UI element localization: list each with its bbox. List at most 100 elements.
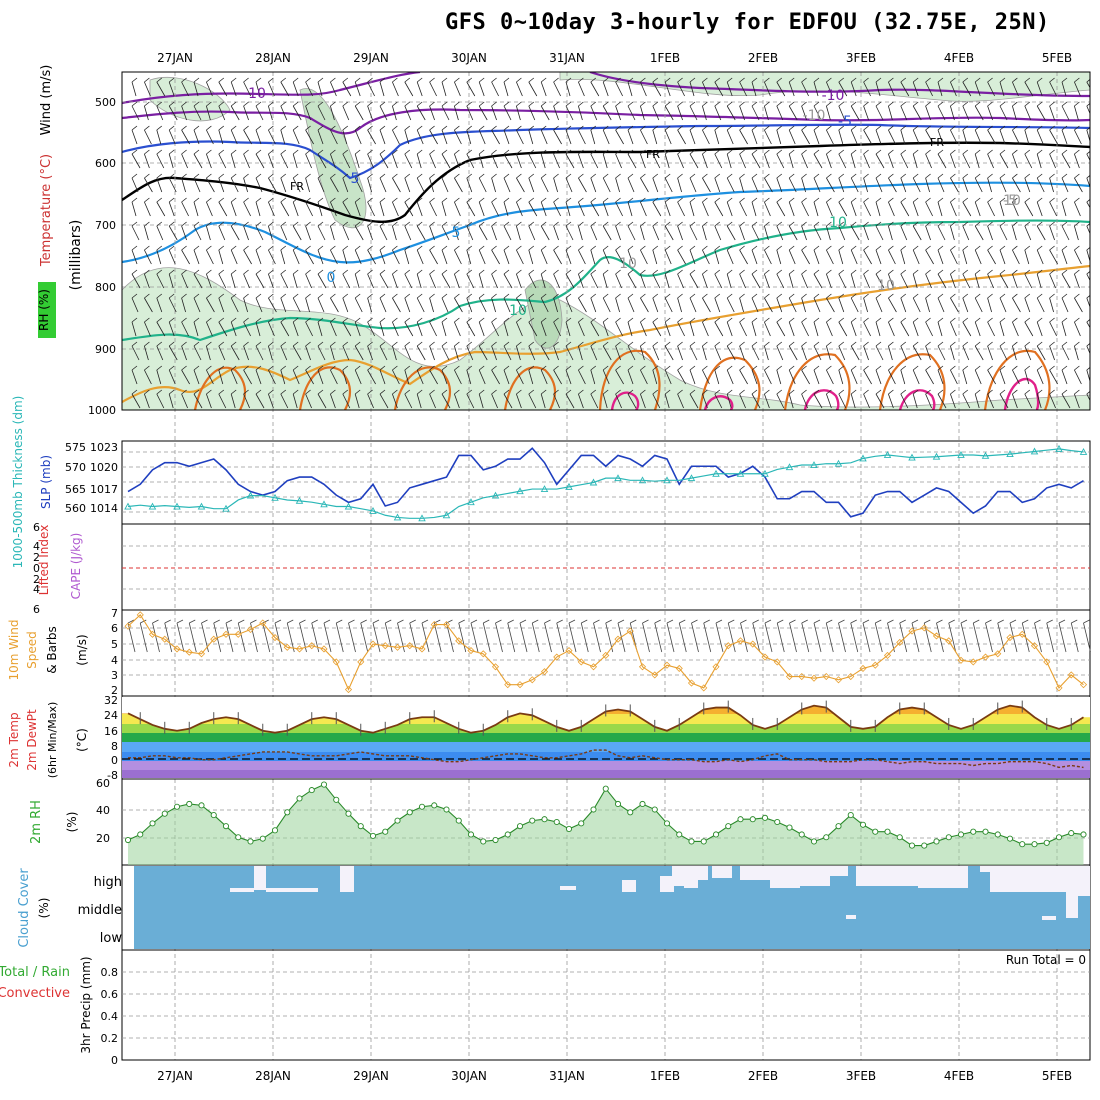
wind-barb-flag [925, 341, 931, 347]
wind10m-marker [675, 664, 683, 672]
wind-barb-staff [255, 201, 261, 217]
wind-barb-staff [912, 321, 919, 337]
wind-barb-staff [516, 369, 524, 385]
wind10m-barb-flag [801, 619, 808, 624]
wind-barb-staff [615, 369, 624, 385]
wind-barb-staff [888, 81, 895, 97]
wind-barb-staff [454, 177, 463, 193]
wind10m-barb [274, 622, 283, 653]
wind-barb-staff [230, 345, 240, 361]
wind-barb-flag [230, 341, 237, 347]
wind-barb-flag [826, 317, 832, 323]
wind-barb-flag [813, 245, 820, 251]
wind-barb-flag [702, 197, 708, 203]
wind-barb-flag [900, 101, 907, 107]
wind-barb-flag [689, 293, 696, 299]
wind-barb-flag [379, 365, 386, 371]
wind-barb-staff [243, 153, 250, 169]
wind-barb-flag [739, 173, 745, 179]
wind-barb-staff [193, 393, 203, 409]
wind-barb-staff [540, 105, 550, 121]
wind-barb-staff [131, 201, 137, 217]
slp-tick: 1020 [90, 461, 118, 474]
wind-barb-flag [553, 269, 559, 275]
wind-barb-flag [206, 389, 212, 395]
wind-barb-flag [578, 293, 584, 299]
wind-barb-staff [416, 273, 422, 289]
wind-barb-flag [367, 341, 373, 347]
pressure-tick: 600 [95, 157, 116, 170]
wind-barb-flag [255, 365, 262, 371]
wind10m-barb-flag [813, 619, 821, 624]
wind-barb-flag [268, 317, 274, 323]
thickness-line [127, 448, 1084, 519]
wind-barb-staff [950, 105, 955, 121]
wind-barb-staff [590, 81, 600, 97]
wind-barb-staff [243, 297, 248, 313]
lifted-index-tick: 4 [33, 540, 40, 553]
wind-barb-flag [503, 317, 510, 323]
wind10m-marker [1079, 681, 1088, 689]
wind-barb-staff [441, 201, 447, 217]
wind-barb-flag [317, 269, 324, 275]
wind10m-barb-flag [164, 619, 171, 624]
wind10m-marker [234, 630, 242, 638]
wind-barb-flag [392, 77, 398, 83]
wind-barb-staff [553, 297, 558, 313]
wind-barb-flag [206, 173, 212, 179]
wind-barb-flag [367, 197, 373, 203]
wind-barb-flag [689, 341, 696, 347]
wind-barb-staff [392, 129, 400, 145]
wind-barb-staff [987, 153, 994, 169]
wind-barb-flag [330, 173, 336, 179]
wind-barb-flag [888, 389, 894, 395]
wind-barb-staff [776, 345, 784, 361]
wind-barb-staff [540, 153, 546, 169]
wind10m-marker [185, 648, 193, 656]
wind-barb-staff [888, 153, 894, 169]
wind10m-marker [847, 672, 855, 681]
wind-barb-staff [801, 393, 808, 409]
wind-barb-staff [466, 345, 474, 361]
wind-barb-flag [168, 221, 175, 227]
wind10m-barb-flag [887, 619, 894, 624]
wind-barb-flag [156, 77, 163, 83]
wind-barb-flag [1036, 221, 1043, 227]
wind10m-barb [323, 622, 332, 653]
wind-barb-staff [181, 369, 190, 385]
wind-barb-staff [168, 129, 176, 145]
wind-barb-flag [912, 77, 919, 83]
wind-barb-staff [491, 177, 496, 193]
wind10m-barb [556, 622, 565, 653]
wind-barb-staff [516, 321, 523, 337]
wind-barb-flag [441, 389, 448, 395]
wind10m-barb [1058, 622, 1067, 653]
wind-barb-staff [491, 105, 497, 121]
wind-barb-staff [726, 225, 736, 241]
wind-barb-staff [677, 225, 683, 241]
rh2m-point [700, 838, 707, 845]
wind-barb-staff [702, 153, 708, 169]
wind-barb-flag [664, 389, 671, 395]
wind-barb-flag [689, 389, 696, 395]
pressure-tick: 700 [95, 219, 116, 232]
wind10m-barb [776, 622, 785, 653]
wind-barb-flag [677, 389, 683, 395]
wind-barb-flag [714, 365, 721, 371]
thickness-marker [638, 476, 647, 484]
wind-barb-flag [652, 269, 659, 275]
wind-barb-staff [553, 321, 561, 337]
thickness-marker [785, 463, 794, 471]
wind-barb-staff [441, 321, 447, 337]
date-label-top: 4FEB [944, 51, 974, 65]
wind-barb-staff [156, 177, 163, 193]
wind-barb-staff [1086, 153, 1090, 162]
chart-text-layer: 27JAN27JAN28JAN28JAN29JAN29JAN30JAN30JAN… [0, 51, 1086, 1083]
upper-wind-barbs [131, 77, 1090, 409]
wind10m-barb-flag [997, 619, 1004, 624]
wind-barb-staff [516, 273, 522, 289]
wind-barb-staff [181, 321, 189, 337]
wind-barb-staff [1061, 297, 1069, 313]
wind-barb-staff [764, 345, 769, 361]
wind-barb-staff [627, 201, 633, 217]
